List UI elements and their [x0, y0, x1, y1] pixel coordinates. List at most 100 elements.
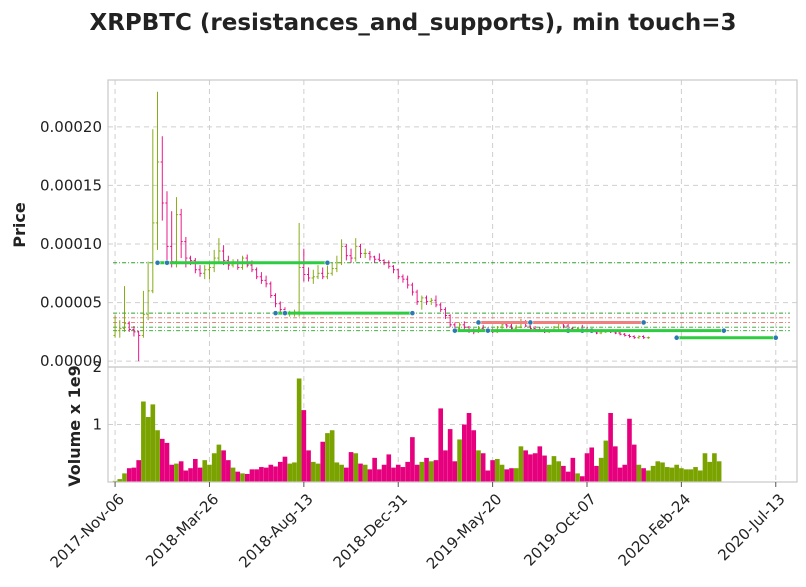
ohlc-bar-up — [155, 91, 160, 250]
volume-bar — [240, 473, 245, 482]
chart-title: XRPBTC (resistances_and_supports), min t… — [89, 10, 736, 36]
volume-bar — [485, 470, 491, 482]
touch-point — [451, 327, 458, 334]
touch-point — [154, 259, 161, 266]
volume-bar — [367, 469, 373, 482]
volume-bar — [221, 450, 226, 482]
volume-bar — [282, 456, 288, 482]
volume-bar — [476, 450, 481, 482]
volume-bar — [452, 461, 458, 482]
volume-bar — [561, 465, 566, 482]
volume-bar — [122, 473, 127, 482]
volume-bar — [509, 468, 514, 482]
x-ticks: 2017-Nov-06 2018-Mar-26 2018-Aug-13 2018-De… — [47, 482, 789, 573]
ohlc-bar-up — [311, 269, 315, 284]
volume-bar — [287, 463, 293, 482]
ohlc-bar-up — [354, 238, 358, 262]
volume-bar — [603, 440, 609, 482]
volume-bar — [447, 429, 453, 482]
x-tick-label: 2019-Oct-07 — [520, 490, 600, 570]
volume-bar — [400, 467, 406, 482]
volume-bar — [523, 450, 528, 482]
volume-bar — [310, 461, 316, 482]
volume-bar — [612, 446, 618, 482]
ohlc-bar-up — [146, 261, 150, 321]
volume-bar — [197, 467, 203, 482]
volume-bar — [405, 461, 410, 482]
ohlc-bar-down — [278, 301, 282, 312]
volume-bar — [155, 430, 160, 482]
volume-bar — [631, 444, 637, 482]
ohlc-bar-down — [358, 244, 363, 259]
volume-bar — [259, 467, 264, 482]
ohlc-bar-up — [316, 265, 320, 280]
volume-bar — [131, 467, 137, 482]
volume-bar — [159, 438, 165, 482]
support-resistance-levels — [113, 262, 790, 332]
volume-bar — [697, 470, 703, 482]
x-tick-label: 2018-Dec-31 — [330, 490, 411, 571]
volume-bar — [589, 447, 595, 482]
volume-bar — [457, 439, 462, 482]
volume-bar — [169, 464, 175, 482]
volume-bar — [528, 454, 533, 482]
volume-bar — [301, 410, 307, 482]
ohlc-bar-down — [264, 275, 268, 288]
volume-bar — [315, 463, 321, 482]
volume-panel: 12 Volume x 1e9 — [65, 358, 798, 487]
volume-bar — [249, 469, 255, 482]
x-tick-label: 2018-Aug-13 — [235, 490, 316, 571]
volume-bar — [136, 460, 141, 482]
volume-bar — [296, 378, 302, 482]
volume-bar — [712, 453, 717, 482]
volume-bar — [207, 464, 212, 482]
touch-point — [282, 310, 288, 317]
volume-bar — [419, 461, 425, 482]
ohlc-bar-down — [387, 260, 391, 269]
volume-bar — [192, 459, 198, 482]
volume-bar — [627, 418, 632, 482]
volume-bar — [707, 461, 713, 482]
ohlc-bar-down — [368, 251, 372, 261]
ohlc-bar-down — [448, 314, 452, 328]
volume-bar — [325, 433, 330, 482]
ohlc-bar-up — [212, 249, 216, 273]
volume-bar — [664, 467, 670, 482]
ohlc-bar-down — [401, 274, 405, 283]
volume-bar — [216, 444, 222, 482]
ohlc-bar-up — [113, 315, 117, 338]
touch-point — [527, 319, 534, 326]
volume-bar — [565, 471, 571, 482]
volume-y-tick-label: 1 — [92, 416, 102, 434]
x-tick-label: 2020-Feb-24 — [615, 490, 695, 570]
ohlc-bar-down — [259, 272, 264, 284]
volume-bar — [273, 466, 278, 482]
ohlc-bar-down — [255, 267, 259, 280]
volume-bar — [386, 454, 392, 482]
ohlc-bar-down — [372, 255, 377, 263]
volume-bar — [636, 464, 642, 482]
ohlc-bar-down — [306, 267, 311, 282]
volume-bar — [344, 467, 349, 482]
ohlc-bar-up — [325, 265, 330, 280]
volume-bar — [320, 441, 326, 482]
volume-bars — [112, 378, 722, 482]
ohlc-bar-up — [637, 335, 641, 339]
volume-bar — [164, 442, 170, 482]
volume-bar — [532, 453, 538, 482]
volume-ylabel: Volume x 1e9 — [65, 365, 84, 486]
touch-point — [409, 310, 416, 317]
ohlc-bar-down — [132, 326, 136, 337]
ohlc-bar-down — [391, 265, 396, 274]
volume-bar — [693, 467, 698, 482]
ohlc-bar-down — [321, 267, 325, 280]
touch-segments — [154, 259, 779, 341]
ohlc-bar-down — [179, 208, 183, 259]
price-y-ticks: 0.00000 0.00005 0.00010 0.00015 0.00020 — [40, 118, 102, 370]
ohlc-bar-up — [141, 290, 146, 338]
volume-bar — [598, 457, 604, 482]
price-y-tick-label: 0.00015 — [40, 176, 102, 194]
volume-bar — [424, 457, 429, 482]
ohlc-bar-up — [330, 262, 334, 276]
